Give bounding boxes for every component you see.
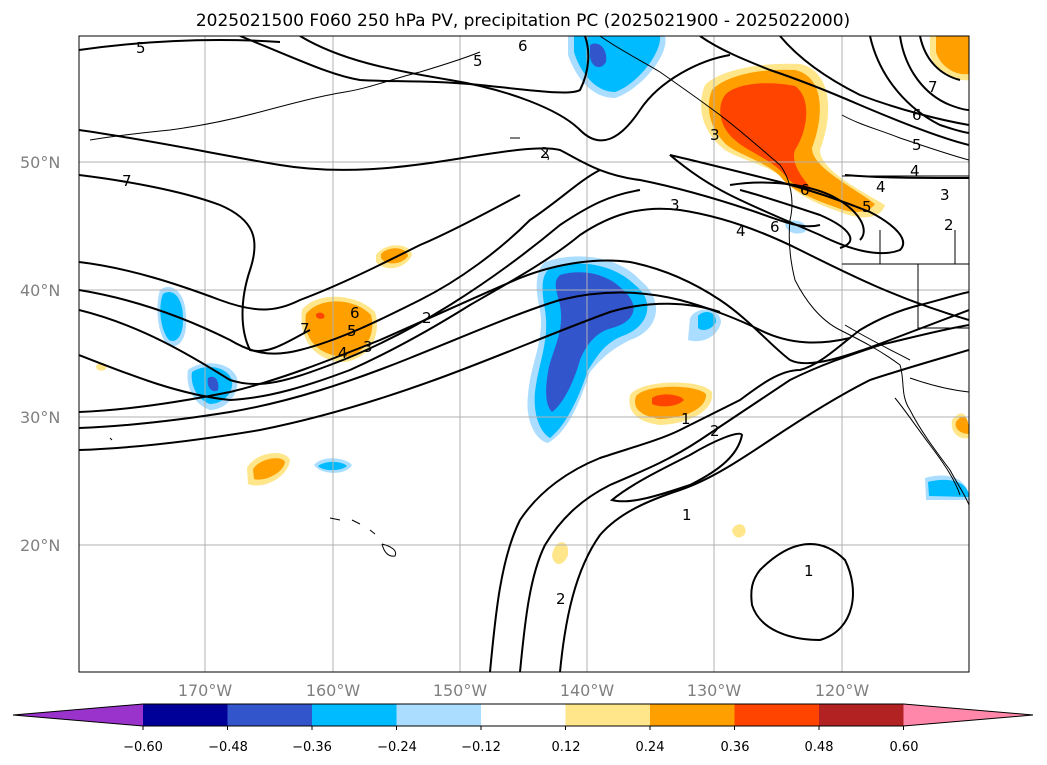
colorbar-swatch [650, 704, 735, 726]
lat-label: 30°N [20, 408, 60, 427]
precip-negative-north-core [590, 43, 607, 68]
contour-label: 5 [473, 52, 483, 70]
lon-label: 140°W [560, 681, 615, 700]
contour-label: 2 [540, 144, 550, 162]
contour-label: 6 [912, 106, 922, 124]
contour-label: 2 [422, 309, 432, 327]
precip-positive-small1-core [381, 248, 408, 264]
colorbar-tick-label: 0.24 [636, 740, 665, 755]
colorbar-swatch [312, 704, 397, 726]
contour-label: 6 [518, 37, 528, 55]
lon-label: 170°W [178, 681, 233, 700]
lat-label: 50°N [20, 153, 60, 172]
precip-positive-south1 [552, 542, 569, 565]
contour-label: 4 [876, 178, 886, 196]
contour-label: 5 [862, 198, 872, 216]
map-panel: 5 6 5 7 7 6 5 4 3 2 2 3 4 6 3 4 5 6 7 6 … [79, 36, 969, 672]
contour-label: 7 [928, 78, 938, 96]
latitude-labels: 50°N 40°N 30°N 20°N [20, 153, 60, 555]
precip-positive-pnw-core [720, 83, 812, 190]
contour-label: 3 [670, 196, 680, 214]
colorbar-swatch [227, 704, 313, 726]
colorbar-swatch [819, 704, 904, 726]
colorbar-swatch [481, 704, 566, 726]
precip-negative-west2-core [207, 376, 219, 392]
contour-label: 7 [122, 172, 132, 190]
colorbar-swatch [565, 704, 651, 726]
contour-label: 3 [940, 186, 950, 204]
colorbar-swatch [143, 704, 228, 726]
precip-positive-hawaii-core [253, 458, 285, 480]
graticule [79, 36, 969, 672]
colorbar-tick-label: −0.60 [123, 740, 163, 755]
pv-contours [79, 36, 969, 672]
precip-negative-east1-core [698, 312, 716, 330]
contour-label: 6 [800, 181, 810, 199]
contour-label: 2 [944, 216, 954, 234]
contour-label: 6 [350, 304, 360, 322]
colorbar-tick-label: −0.24 [377, 740, 417, 755]
longitude-labels: 170°W 160°W 150°W 140°W 130°W 120°W [178, 681, 870, 700]
contour-label: 5 [912, 136, 922, 154]
contour-label: 5 [136, 39, 146, 57]
precip-positive-northeast-core [936, 36, 969, 75]
colorbar-tick-label: 0.60 [890, 740, 919, 755]
colorbar-tick-label: −0.36 [292, 740, 332, 755]
coastlines [89, 36, 969, 557]
contour-label: 4 [338, 344, 348, 362]
contour-label: 1 [681, 410, 691, 428]
colorbar-extend-high [903, 704, 1033, 726]
precip-positive-baja-core [955, 416, 969, 434]
lat-label: 20°N [20, 536, 60, 555]
colorbar-tick-label: 0.48 [805, 740, 834, 755]
colorbar-tick-label: −0.48 [208, 740, 248, 755]
colorbar-tick-label: 0.12 [552, 740, 581, 755]
colorbar-tick-label: −0.12 [461, 740, 501, 755]
contour-label: 1 [682, 506, 692, 524]
precip-shading [96, 36, 969, 565]
contour-labels: 5 6 5 7 7 6 5 4 3 2 2 3 4 6 3 4 5 6 7 6 … [122, 37, 954, 608]
precip-positive-west-dot [315, 312, 325, 319]
contour-label: 2 [556, 590, 566, 608]
colorbar-extend-low [13, 704, 143, 726]
contour-label: 5 [347, 322, 357, 340]
lon-label: 150°W [433, 681, 488, 700]
contour-label: 3 [710, 126, 720, 144]
precip-negative-central-core [546, 272, 634, 412]
contour-label: 7 [300, 320, 310, 338]
colorbar-swatch [734, 704, 820, 726]
precip-negative-baja-core [928, 479, 969, 497]
lon-label: 120°W [815, 681, 870, 700]
contour-label: 2 [710, 422, 720, 440]
lon-label: 160°W [306, 681, 361, 700]
colorbar [12, 703, 1034, 730]
lat-label: 40°N [20, 281, 60, 300]
colorbar-tick-label: 0.36 [721, 740, 750, 755]
contour-label: 4 [910, 162, 920, 180]
lon-label: 130°W [687, 681, 742, 700]
contour-label: 4 [736, 222, 746, 240]
colorbar-ticks: −0.60 −0.48 −0.36 −0.24 −0.12 0.12 0.24 … [123, 740, 918, 755]
contour-label: 6 [770, 218, 780, 236]
map-frame [78, 35, 970, 673]
contour-label: 1 [804, 562, 814, 580]
colorbar-swatch [396, 704, 482, 726]
figure-title: 2025021500 F060 250 hPa PV, precipitatio… [196, 11, 850, 31]
contour-label: 3 [363, 338, 373, 356]
precip-negative-west1-core [160, 292, 184, 341]
precip-positive-central-core [652, 394, 684, 407]
precip-positive-south2 [732, 524, 746, 538]
